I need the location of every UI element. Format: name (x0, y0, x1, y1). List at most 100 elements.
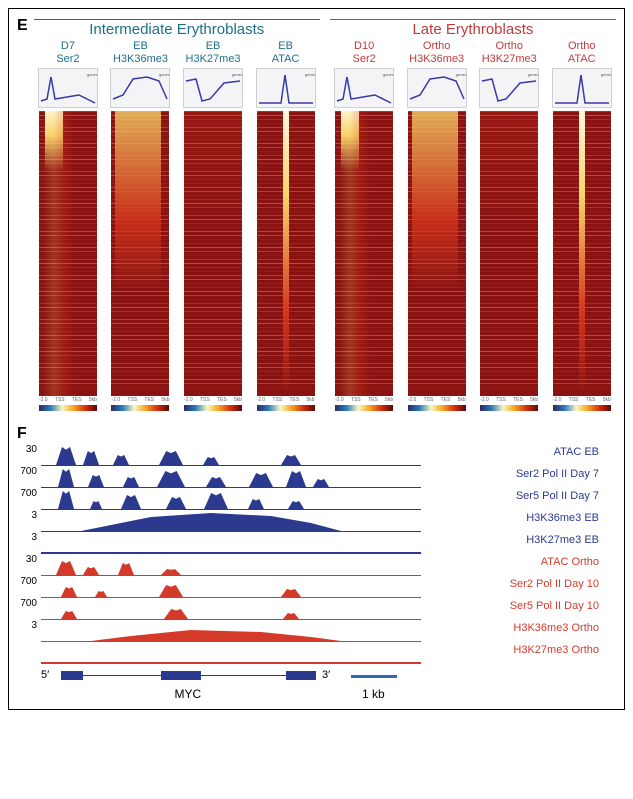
column-header-line1: EB (272, 40, 300, 53)
browser-track: 700 Ser2 Pol II Day 10 (41, 577, 601, 599)
panel-f-label: F (17, 425, 616, 443)
column-header-line2: ATAC (568, 53, 596, 66)
track-signal (41, 445, 421, 467)
panel-f: F 30 ATAC EB 700 Ser2 Pol II Day 7 700 S… (17, 425, 616, 703)
track-label: Ser2 Pol II Day 10 (510, 578, 599, 590)
x-ticks: -2.0TSSTES5kb (480, 397, 538, 403)
x-ticks: -2.0TSSTES5kb (408, 397, 466, 403)
browser-track: 3 H3K36me3 Ortho (41, 621, 601, 643)
group-title: Intermediate Erythroblasts (34, 19, 320, 38)
column-header-line1: Ortho (409, 40, 464, 53)
heatmap (39, 111, 97, 396)
column-header-line1: EB (186, 40, 241, 53)
heatmap-column: EB H3K36me3 genes -2.0TSSTES5kb (106, 40, 175, 411)
colorbar (480, 405, 538, 411)
browser-track: 700 Ser5 Pol II Day 10 (41, 599, 601, 621)
track-yscale: 700 (20, 598, 37, 609)
column-header-line2: H3K36me3 (113, 53, 168, 66)
x-ticks: -2.0TSSTES5kb (553, 397, 611, 403)
column-header-line2: Ser2 (352, 53, 375, 66)
track-label: ATAC Ortho (541, 556, 599, 568)
x-ticks: -2.0TSSTES5kb (111, 397, 169, 403)
browser-track: 3 H3K27me3 EB (41, 533, 601, 555)
track-signal (41, 621, 421, 643)
browser-track: 3 H3K36me3 EB (41, 511, 601, 533)
profile-plot: genes (110, 68, 170, 108)
column-header: Ortho H3K27me3 (482, 40, 537, 66)
column-header-line1: Ortho (568, 40, 596, 53)
column-header-line2: H3K36me3 (409, 53, 464, 66)
track-label: ATAC EB (554, 446, 599, 458)
browser-track: 30 ATAC EB (41, 445, 601, 467)
svg-text:genes: genes (383, 72, 393, 77)
column-header: Ortho ATAC (568, 40, 596, 66)
track-label: H3K27me3 Ortho (513, 644, 599, 656)
x-ticks: -2.0TSSTES5kb (257, 397, 315, 403)
track-yscale: 30 (26, 444, 37, 455)
column-header: EB ATAC (272, 40, 300, 66)
profile-plot: genes (183, 68, 243, 108)
column-header-line2: H3K27me3 (186, 53, 241, 66)
browser-track: 30 ATAC Ortho (41, 555, 601, 577)
track-signal (41, 533, 421, 555)
intermediate-group: Intermediate Erythroblasts D7 Ser2 genes… (34, 17, 320, 411)
track-yscale: 3 (31, 620, 37, 631)
svg-text:genes: genes (528, 72, 538, 77)
heatmap-column: EB ATAC genes -2.0TSSTES5kb (251, 40, 320, 411)
x-ticks: -2.0TSSTES5kb (39, 397, 97, 403)
profile-plot: genes (479, 68, 539, 108)
gene-name: MYC (175, 687, 202, 701)
track-yscale: 700 (20, 488, 37, 499)
colorbar (39, 405, 97, 411)
track-baseline (41, 509, 421, 510)
track-signal (41, 643, 421, 665)
gene-model: 5′ 3′ (41, 667, 601, 687)
track-baseline (41, 465, 421, 466)
track-baseline (41, 487, 421, 488)
column-header: D7 Ser2 (56, 40, 79, 66)
heatmap-column: Ortho H3K36me3 genes -2.0TSSTES5kb (402, 40, 471, 411)
track-baseline (41, 575, 421, 576)
browser-track: H3K27me3 Ortho (41, 643, 601, 665)
heatmap (480, 111, 538, 396)
heatmap (184, 111, 242, 396)
column-header-line1: EB (113, 40, 168, 53)
heatmap-column: Ortho H3K27me3 genes -2.0TSSTES5kb (475, 40, 544, 411)
colorbar (335, 405, 393, 411)
heatmap (335, 111, 393, 396)
track-baseline (41, 553, 421, 554)
track-signal (41, 599, 421, 621)
track-baseline (41, 597, 421, 598)
track-yscale: 700 (20, 466, 37, 477)
three-prime-label: 3′ (322, 669, 330, 681)
x-ticks: -2.0TSSTES5kb (184, 397, 242, 403)
colorbar (257, 405, 315, 411)
track-signal (41, 467, 421, 489)
track-baseline (41, 663, 421, 664)
scale-bar (351, 675, 397, 678)
svg-text:genes: genes (305, 72, 315, 77)
track-label: H3K36me3 Ortho (513, 622, 599, 634)
browser-track: 700 Ser2 Pol II Day 7 (41, 467, 601, 489)
column-header: Ortho H3K36me3 (409, 40, 464, 66)
svg-text:genes: genes (456, 72, 466, 77)
late-group: Late Erythroblasts D10 Ser2 genes -2.0TS… (330, 17, 616, 411)
scale-label: 1 kb (362, 687, 385, 701)
track-baseline (41, 531, 421, 532)
heatmap-column: Ortho ATAC genes -2.0TSSTES5kb (547, 40, 616, 411)
track-signal (41, 555, 421, 577)
column-header: EB H3K36me3 (113, 40, 168, 66)
colorbar (408, 405, 466, 411)
colorbar (184, 405, 242, 411)
heatmap (257, 111, 315, 396)
column-header-line2: H3K27me3 (482, 53, 537, 66)
five-prime-label: 5′ (41, 669, 49, 681)
exon (286, 671, 316, 680)
group-title: Late Erythroblasts (330, 19, 616, 38)
track-baseline (41, 619, 421, 620)
track-label: Ser5 Pol II Day 7 (516, 490, 599, 502)
panel-e: E Intermediate Erythroblasts D7 Ser2 gen… (17, 17, 616, 411)
profile-plot: genes (334, 68, 394, 108)
column-header-line2: ATAC (272, 53, 300, 66)
column-header: D10 Ser2 (352, 40, 375, 66)
